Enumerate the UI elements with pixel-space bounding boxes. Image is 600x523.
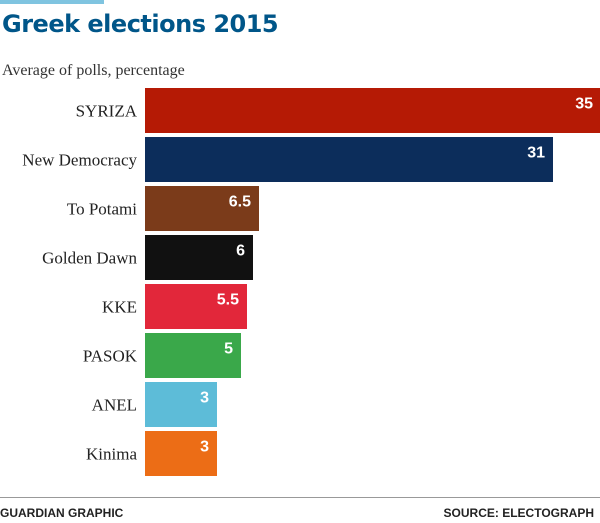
category-label: ANEL (92, 396, 137, 415)
value-label: 5 (224, 341, 233, 358)
category-label: To Potami (67, 200, 137, 219)
bar-to-potami (145, 186, 259, 231)
footer-source: SOURCE: ELECTOGRAPH (443, 506, 594, 520)
category-label: SYRIZA (76, 102, 138, 121)
bar-anel (145, 382, 217, 427)
bar-pasok (145, 333, 241, 378)
bar-golden-dawn (145, 235, 253, 280)
value-label: 5.5 (217, 292, 239, 309)
accent-line (0, 0, 104, 4)
bar-syriza (145, 88, 600, 133)
category-label: PASOK (83, 347, 138, 366)
chart-subtitle: Average of polls, percentage (2, 62, 185, 79)
value-label: 3 (200, 390, 209, 407)
bar-kke (145, 284, 247, 329)
category-label: New Democracy (22, 151, 137, 170)
value-label: 3 (200, 439, 209, 456)
bar-kinima (145, 431, 217, 476)
category-label: KKE (102, 298, 137, 317)
footer-credit: GUARDIAN GRAPHIC (0, 506, 124, 520)
value-label: 6.5 (229, 194, 251, 211)
value-label: 31 (527, 145, 545, 162)
value-label: 6 (236, 243, 245, 260)
chart-title: Greek elections 2015 (2, 10, 279, 38)
category-label: Golden Dawn (42, 249, 137, 268)
category-label: Kinima (86, 445, 137, 464)
footer-divider (0, 497, 600, 498)
value-label: 35 (575, 96, 593, 113)
bar-new-democracy (145, 137, 553, 182)
